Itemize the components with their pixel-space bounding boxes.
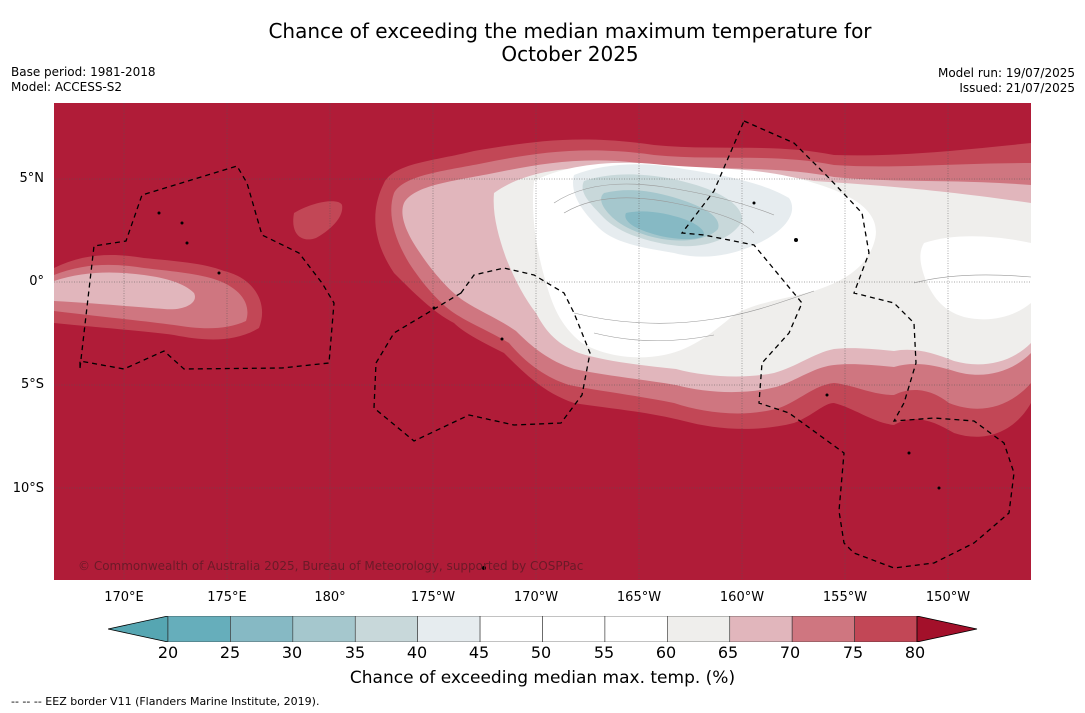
lat-label-10s: 10°S <box>12 481 44 496</box>
cbar-tick-45: 45 <box>468 643 490 662</box>
map-panel[interactable]: © Commonwealth of Australia 2025, Bureau… <box>54 103 1031 580</box>
colorbar-cell <box>292 616 356 642</box>
cbar-tick-75: 75 <box>842 643 864 662</box>
model-run: Model run: 19/07/2025 <box>937 66 1075 80</box>
cbar-tick-65: 65 <box>717 643 739 662</box>
lon-label-170w: 170°W <box>513 590 559 605</box>
map-canvas <box>54 103 1031 580</box>
colorbar-cells <box>167 616 918 642</box>
lat-label-5s: 5°S <box>20 377 44 392</box>
colorbar <box>108 616 978 642</box>
colorbar-label: Chance of exceeding median max. temp. (%… <box>349 668 736 688</box>
lon-label-165w: 165°W <box>616 590 662 605</box>
colorbar-cell <box>854 616 918 642</box>
colorbar-high-arrow <box>916 616 978 642</box>
meta-left: Base period: 1981-2018 Model: ACCESS-S2 <box>11 65 156 95</box>
lon-label-175w: 175°W <box>410 590 456 605</box>
cbar-tick-40: 40 <box>406 643 428 662</box>
model-name: Model: ACCESS-S2 <box>11 80 123 94</box>
cbar-tick-35: 35 <box>344 643 366 662</box>
cbar-tick-55: 55 <box>593 643 615 662</box>
colorbar-cell <box>417 616 481 642</box>
islands <box>157 201 941 570</box>
colorbar-cell <box>230 616 294 642</box>
colorbar-cell <box>354 616 418 642</box>
lon-label-175e: 175°E <box>207 590 247 605</box>
colorbar-cell <box>167 616 231 642</box>
band-65-west <box>54 272 195 310</box>
colorbar-cell <box>542 616 606 642</box>
colorbar-cell <box>479 616 543 642</box>
gridlines <box>54 103 1031 580</box>
eez-footnote: -- -- -- EEZ border V11 (Flanders Marine… <box>11 695 320 708</box>
copyright-notice: © Commonwealth of Australia 2025, Bureau… <box>78 559 584 573</box>
lat-label-0: 0° <box>29 274 44 289</box>
contour-lines <box>553 183 1031 342</box>
cbar-tick-60: 60 <box>655 643 677 662</box>
title-line-2: October 2025 <box>501 42 639 66</box>
cbar-tick-25: 25 <box>219 643 241 662</box>
cbar-tick-20: 20 <box>157 643 179 662</box>
lon-label-170e: 170°E <box>104 590 144 605</box>
colorbar-cell <box>729 616 793 642</box>
cbar-tick-50: 50 <box>530 643 552 662</box>
map-title: Chance of exceeding the median maximum t… <box>170 20 970 66</box>
cbar-tick-80: 80 <box>904 643 926 662</box>
lat-label-5n: 5°N <box>19 171 45 186</box>
title-line-1: Chance of exceeding the median maximum t… <box>268 19 872 43</box>
band-25 <box>625 211 704 240</box>
cbar-tick-30: 30 <box>281 643 303 662</box>
meta-right: Model run: 19/07/2025 Issued: 21/07/2025 <box>938 66 1075 96</box>
lon-label-160w: 160°W <box>719 590 765 605</box>
eez-borders <box>79 120 1015 569</box>
colorbar-cell <box>791 616 855 642</box>
lon-label-150w: 150°W <box>925 590 971 605</box>
base-period: Base period: 1981-2018 <box>11 65 156 79</box>
cbar-tick-70: 70 <box>779 643 801 662</box>
colorbar-cell <box>667 616 731 642</box>
lon-label-180: 180° <box>314 590 346 605</box>
colorbar-cell <box>604 616 668 642</box>
issued-date: Issued: 21/07/2025 <box>959 81 1075 95</box>
lon-label-155w: 155°W <box>822 590 868 605</box>
colorbar-low-arrow <box>108 616 169 642</box>
